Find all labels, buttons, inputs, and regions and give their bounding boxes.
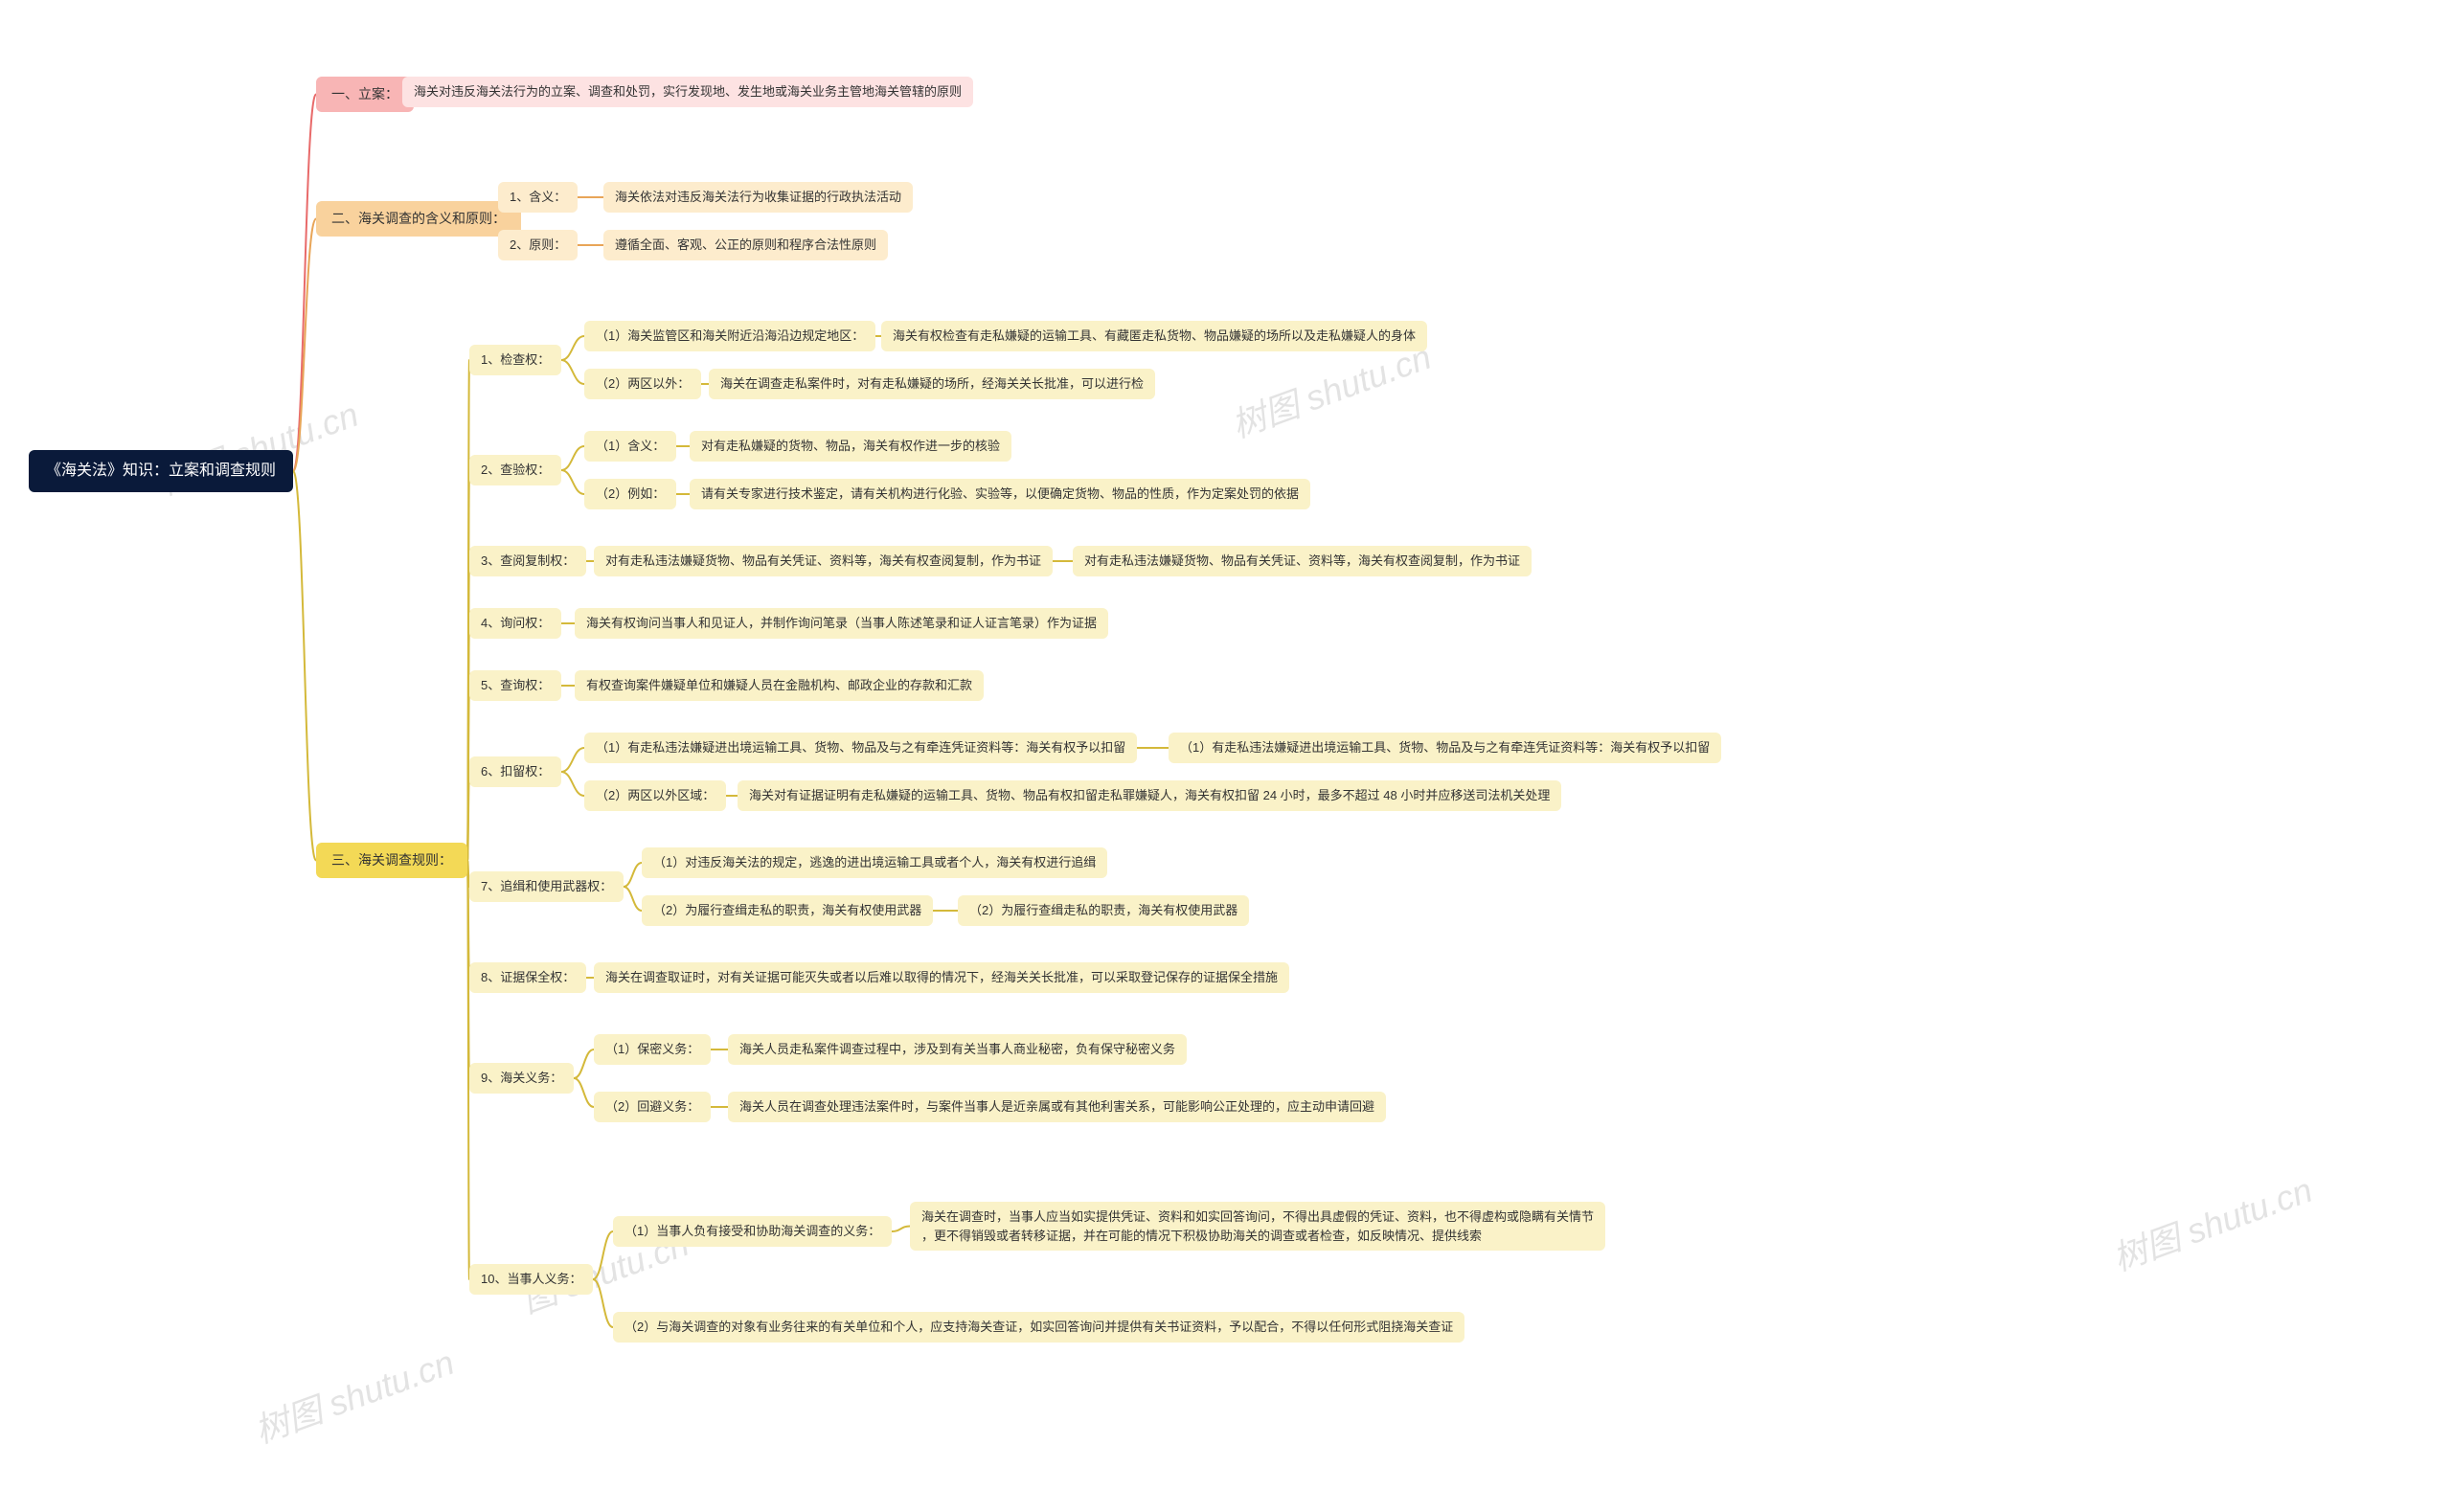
connector — [561, 360, 584, 384]
leaf-node: （2）两区以外区域： — [584, 780, 726, 811]
connector — [593, 1279, 613, 1327]
leaf-node: 请有关专家进行技术鉴定，请有关机构进行化验、实验等，以便确定货物、物品的性质，作… — [690, 479, 1310, 509]
branch-node: 一、立案： — [316, 77, 414, 112]
connector — [561, 336, 584, 360]
leaf-node: 4、询问权： — [469, 608, 561, 639]
leaf-node: （2）与海关调查的对象有业务往来的有关单位和个人，应支持海关查证，如实回答询问并… — [613, 1312, 1464, 1343]
connector — [561, 748, 584, 772]
connector — [574, 1049, 594, 1078]
leaf-node: 海关在调查走私案件时，对有走私嫌疑的场所，经海关关长批准，可以进行检 — [709, 369, 1155, 399]
leaf-node: 2、原则： — [498, 230, 578, 260]
leaf-node: 海关人员在调查处理违法案件时，与案件当事人是近亲属或有其他利害关系，可能影响公正… — [728, 1092, 1386, 1122]
connector — [561, 470, 584, 494]
leaf-node: 对有走私违法嫌疑货物、物品有关凭证、资料等，海关有权查阅复制，作为书证 — [1073, 546, 1532, 576]
watermark: 树图 shutu.cn — [247, 1335, 461, 1453]
leaf-node: （1）对违反海关法的规定，逃逸的进出境运输工具或者个人，海关有权进行追缉 — [642, 847, 1107, 878]
leaf-node: 海关依法对违反海关法行为收集证据的行政执法活动 — [603, 182, 913, 213]
leaf-node: 10、当事人义务： — [469, 1264, 593, 1295]
connector — [467, 772, 469, 861]
leaf-node: （2）回避义务： — [594, 1092, 711, 1122]
leaf-node: 9、海关义务： — [469, 1063, 574, 1094]
connector — [293, 219, 316, 472]
leaf-node: 海关人员走私案件调查过程中，涉及到有关当事人商业秘密，负有保守秘密义务 — [728, 1034, 1187, 1065]
connector — [293, 95, 316, 472]
leaf-node: （2）为履行查缉走私的职责，海关有权使用武器 — [958, 895, 1249, 926]
leaf-node: 对有走私违法嫌疑货物、物品有关凭证、资料等，海关有权查阅复制，作为书证 — [594, 546, 1053, 576]
leaf-node: （1）海关监管区和海关附近沿海沿边规定地区： — [584, 321, 875, 351]
leaf-node: 1、检查权： — [469, 345, 561, 375]
leaf-node: （2）两区以外： — [584, 369, 701, 399]
leaf-node: 5、查询权： — [469, 670, 561, 701]
connector — [892, 1227, 910, 1232]
leaf-node: 1、含义： — [498, 182, 578, 213]
watermark: 树图 shutu.cn — [2105, 1162, 2319, 1280]
connector — [467, 623, 469, 861]
leaf-node: （1）有走私违法嫌疑进出境运输工具、货物、物品及与之有牵连凭证资料等：海关有权予… — [584, 733, 1137, 763]
connector — [624, 887, 642, 911]
connector — [561, 446, 584, 470]
leaf-node: 对有走私嫌疑的货物、物品，海关有权作进一步的核验 — [690, 431, 1011, 462]
leaf-node: 2、查验权： — [469, 455, 561, 485]
leaf-node: 海关在调查时，当事人应当如实提供凭证、资料和如实回答询问，不得出具虚假的凭证、资… — [910, 1202, 1605, 1251]
branch-node: 三、海关调查规则： — [316, 843, 467, 878]
connector — [293, 471, 316, 861]
leaf-node: 有权查询案件嫌疑单位和嫌疑人员在金融机构、邮政企业的存款和汇款 — [575, 670, 984, 701]
leaf-node: 海关对有证据证明有走私嫌疑的运输工具、货物、物品有权扣留走私罪嫌疑人，海关有权扣… — [738, 780, 1561, 811]
leaf-node: （1）保密义务： — [594, 1034, 711, 1065]
root-node: 《海关法》知识：立案和调查规则 — [29, 450, 293, 492]
leaf-node: 7、追缉和使用武器权： — [469, 871, 624, 902]
connector — [574, 1078, 594, 1107]
connector — [467, 470, 469, 861]
branch-node: 二、海关调查的含义和原则： — [316, 201, 521, 237]
leaf-node: （1）当事人负有接受和协助海关调查的义务： — [613, 1216, 892, 1247]
leaf-node: 6、扣留权： — [469, 756, 561, 787]
leaf-node: （1）含义： — [584, 431, 676, 462]
connector — [593, 1231, 613, 1279]
connector — [624, 863, 642, 887]
leaf-node: 海关有权检查有走私嫌疑的运输工具、有藏匿走私货物、物品嫌疑的场所以及走私嫌疑人的… — [881, 321, 1427, 351]
leaf-node: （2）为履行查缉走私的职责，海关有权使用武器 — [642, 895, 933, 926]
leaf-node: 海关在调查取证时，对有关证据可能灭失或者以后难以取得的情况下，经海关关长批准，可… — [594, 962, 1289, 993]
leaf-node: （1）有走私违法嫌疑进出境运输工具、货物、物品及与之有牵连凭证资料等：海关有权予… — [1169, 733, 1721, 763]
leaf-node: 遵循全面、客观、公正的原则和程序合法性原则 — [603, 230, 888, 260]
leaf-node: 海关有权询问当事人和见证人，并制作询问笔录（当事人陈述笔录和证人证言笔录）作为证… — [575, 608, 1108, 639]
leaf-node: 海关对违反海关法行为的立案、调查和处罚，实行发现地、发生地或海关业务主管地海关管… — [402, 77, 973, 107]
leaf-node: （2）例如： — [584, 479, 676, 509]
leaf-node: 3、查阅复制权： — [469, 546, 586, 576]
connector — [561, 772, 584, 796]
leaf-node: 8、证据保全权： — [469, 962, 586, 993]
connector — [467, 561, 469, 861]
